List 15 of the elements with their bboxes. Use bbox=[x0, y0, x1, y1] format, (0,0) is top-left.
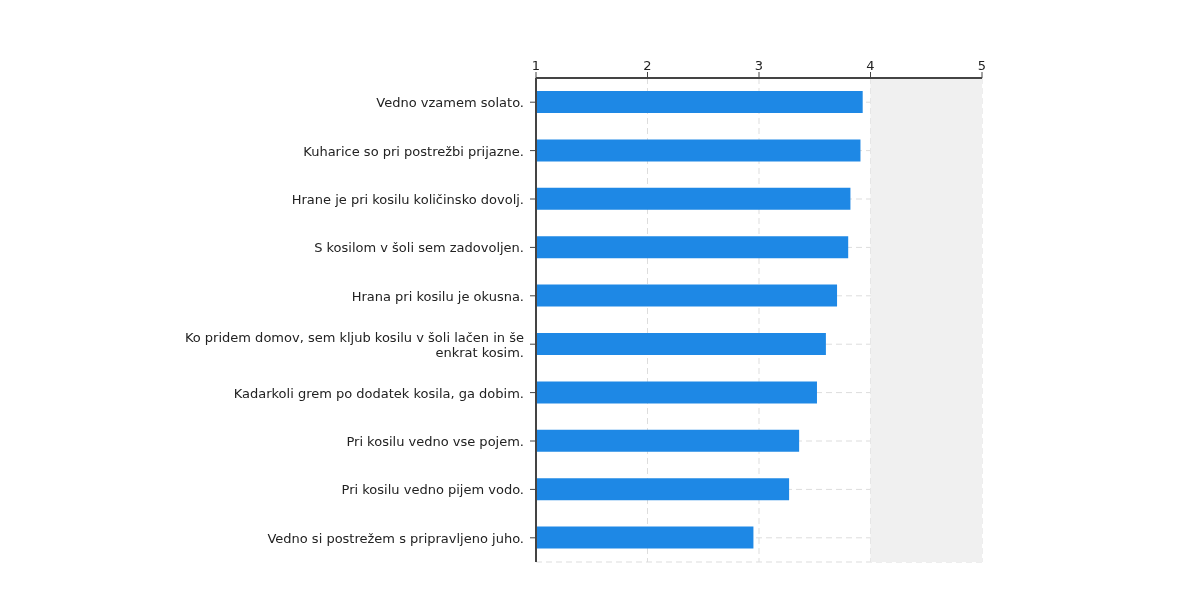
y-tick-label: S kosilom v šoli sem zadovoljen. bbox=[314, 239, 524, 255]
y-tick-label: Hrana pri kosilu je okusna. bbox=[351, 288, 524, 304]
y-tick-label: Pri kosilu vedno pijem vodo. bbox=[341, 481, 524, 497]
y-tick-label: Hrane je pri kosilu količinsko dovolj. bbox=[291, 191, 524, 207]
y-tick-label: Pri kosilu vedno vse pojem. bbox=[346, 433, 524, 449]
x-tick-label: 4 bbox=[866, 58, 875, 73]
y-tick-label: Kuharice so pri postrežbi prijazne. bbox=[303, 143, 524, 159]
x-tick-label: 2 bbox=[643, 58, 652, 73]
y-tick-label: Kadarkoli grem po dodatek kosila, ga dobim. bbox=[233, 385, 524, 401]
y-tick-label: Vedno si postrežem s pripravljeno juho. bbox=[267, 530, 524, 546]
x-tick-label: 1 bbox=[531, 58, 541, 73]
x-tick-label: 5 bbox=[977, 58, 987, 73]
y-tick-label: Vedno vzamem solato. bbox=[376, 94, 524, 110]
y-tick-label: Ko pridem domov, sem kljub kosilu v šoli lačen in še enkrat kosim. bbox=[184, 329, 524, 360]
x-tick-label: 3 bbox=[754, 58, 764, 73]
